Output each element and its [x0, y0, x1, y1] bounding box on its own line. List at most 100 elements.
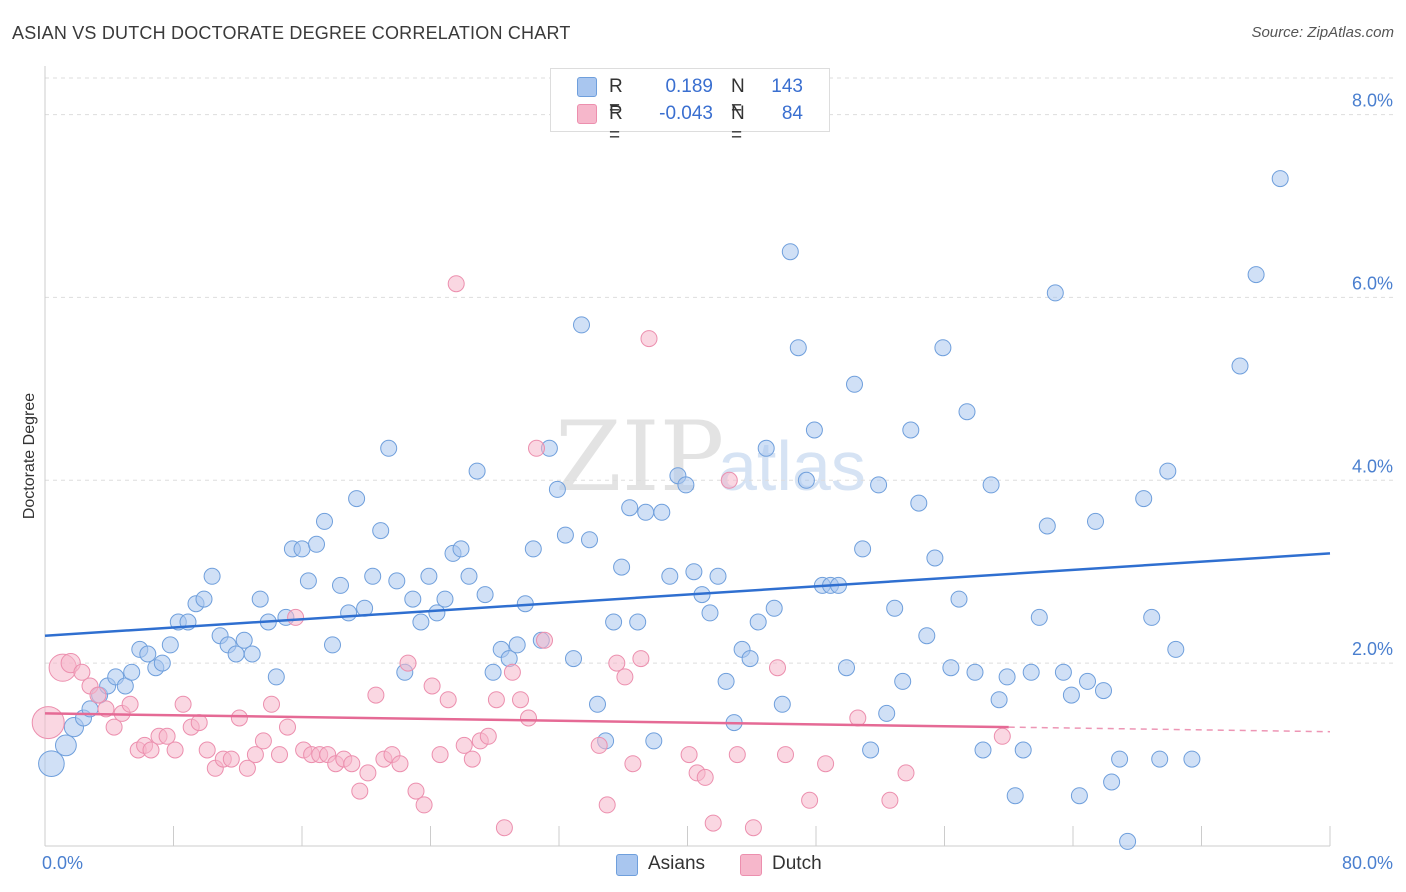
legend-swatch-asians [577, 77, 597, 97]
dutch-point [881, 791, 899, 809]
asian-point [340, 604, 358, 622]
asian-point [573, 316, 590, 334]
dutch-point [520, 709, 537, 727]
dutch-point [487, 691, 505, 709]
asian-point [789, 339, 807, 357]
asian-point [203, 567, 221, 585]
asian-point [1022, 663, 1040, 681]
dutch-point [720, 471, 738, 489]
asian-point [243, 645, 261, 663]
dutch-point [407, 782, 425, 800]
asian-point [1231, 357, 1249, 375]
asian-point [1167, 640, 1185, 658]
asian-point [677, 476, 695, 494]
asian-point [749, 613, 767, 631]
dutch-point [351, 782, 369, 800]
series-swatch-dutch [740, 854, 762, 876]
asian-point [966, 663, 984, 681]
dutch-point [897, 764, 915, 782]
dutch-point [696, 768, 714, 786]
asian-point [1183, 750, 1201, 768]
asian-trend-line [44, 552, 1331, 637]
asian-point [372, 522, 390, 540]
dutch-point [230, 709, 248, 727]
dutch-point [512, 691, 529, 709]
asian-point [55, 734, 77, 757]
asian-point [1247, 266, 1265, 284]
asian-point [123, 663, 141, 681]
asian-point [846, 375, 863, 393]
dutch-trend-line [44, 712, 1009, 729]
dutch-point [254, 732, 272, 750]
dutch-point [640, 330, 658, 348]
asian-point [998, 668, 1016, 686]
asian-point [717, 672, 735, 690]
asian-point [878, 704, 896, 722]
legend-r-value: 0.189 [665, 76, 713, 97]
dutch-point [817, 755, 835, 773]
asian-point [1151, 750, 1169, 768]
dutch-point [616, 668, 634, 686]
asian-point [926, 549, 944, 567]
asian-point [1111, 750, 1129, 768]
dutch-point [463, 750, 481, 768]
dutch-point [158, 727, 176, 745]
dutch-trend-extension [1008, 726, 1331, 733]
asian-point [235, 631, 253, 649]
asian-point [910, 494, 928, 512]
asian-point [950, 590, 968, 608]
asian-point [38, 750, 65, 778]
dutch-point [704, 814, 722, 832]
asian-point [982, 476, 1000, 494]
dutch-point [121, 695, 139, 713]
asian-point [299, 572, 317, 590]
dutch-point [174, 695, 192, 713]
asian-point [556, 526, 574, 544]
legend-r-label: R = [609, 76, 623, 119]
asian-point [990, 691, 1008, 709]
y-tick-label: 4.0% [1352, 456, 1393, 476]
asian-point [862, 741, 880, 759]
asian-point [1046, 284, 1064, 302]
dutch-point [105, 718, 123, 736]
asian-point [1159, 462, 1177, 480]
dutch-point [415, 796, 433, 814]
dutch-point [598, 796, 616, 814]
dutch-point [89, 686, 107, 704]
asian-point [153, 654, 171, 672]
asian-point [781, 243, 799, 261]
dutch-point [769, 659, 786, 677]
watermark-zip: ZIP [555, 401, 724, 513]
asian-point [324, 636, 341, 654]
y-tick-label: 8.0% [1352, 91, 1393, 111]
asian-point [1135, 490, 1153, 508]
dutch-point [503, 663, 521, 681]
asian-point [139, 645, 157, 663]
asian-point [765, 599, 783, 617]
dutch-point [849, 709, 867, 727]
dutch-point [423, 677, 441, 695]
dutch-point [271, 746, 288, 764]
asian-point [412, 613, 430, 631]
asian-point [348, 490, 366, 508]
asian-point [1054, 663, 1072, 681]
dutch-point [455, 736, 473, 754]
asian-point [934, 339, 952, 357]
asian-point [508, 636, 526, 654]
asian-point [974, 741, 992, 759]
chart-source: Source: ZipAtlas.com [1251, 24, 1394, 41]
dutch-point [246, 746, 264, 764]
dutch-point [142, 741, 160, 759]
asian-point [1030, 608, 1048, 626]
asian-point [1062, 686, 1080, 704]
dutch-point [190, 714, 208, 732]
dutch-point [287, 608, 305, 626]
asian-point [854, 540, 872, 558]
asian-point [388, 572, 406, 590]
dutch-point [624, 755, 642, 773]
series-legend-label: Asians [648, 853, 706, 874]
asian-point [605, 613, 623, 631]
dutch-point [632, 650, 650, 668]
asian-point [428, 604, 446, 622]
legend-n-value: 84 [781, 103, 803, 124]
